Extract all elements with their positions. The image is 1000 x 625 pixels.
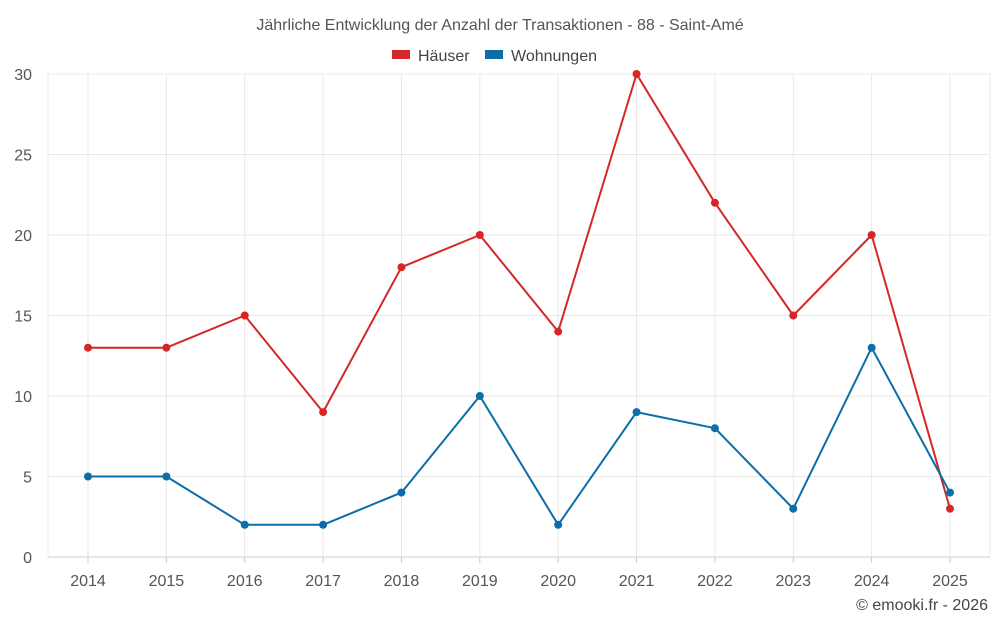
grid	[47, 73, 991, 558]
data-point[interactable]	[632, 70, 641, 78]
data-point[interactable]	[84, 343, 92, 352]
x-tick-label: 2019	[462, 573, 498, 590]
series-line	[88, 73, 951, 509]
data-point[interactable]	[162, 343, 171, 352]
data-point[interactable]	[946, 504, 954, 513]
data-point[interactable]	[397, 488, 406, 497]
data-point[interactable]	[319, 408, 328, 417]
series-2	[84, 343, 954, 529]
data-point[interactable]	[554, 327, 563, 336]
chart-title: Jährliche Entwicklung der Anzahl der Tra…	[256, 17, 743, 34]
series-1	[84, 70, 954, 513]
x-tick-label: 2024	[854, 573, 890, 590]
x-tick-label: 2016	[227, 573, 263, 590]
data-point[interactable]	[240, 520, 249, 529]
data-point[interactable]	[789, 504, 798, 513]
y-tick-label: 10	[14, 389, 32, 406]
y-axis: 0 5 10 15 20 25 30	[14, 67, 32, 567]
data-point[interactable]	[632, 408, 641, 417]
series-line	[88, 346, 951, 526]
y-tick-label: 20	[14, 228, 32, 245]
data-point[interactable]	[946, 488, 954, 497]
x-tick-label: 2022	[697, 573, 733, 590]
legend-label: Wohnungen	[511, 48, 597, 65]
legend-item[interactable]: Wohnungen	[485, 48, 597, 65]
series-group	[84, 70, 954, 529]
x-tick-label: 2018	[384, 573, 420, 590]
x-tick-label: 2017	[305, 573, 341, 590]
data-point[interactable]	[867, 231, 876, 239]
data-point[interactable]	[710, 198, 719, 207]
legend-swatch	[485, 50, 503, 59]
legend-swatch	[392, 50, 410, 59]
x-tick-label: 2025	[932, 573, 968, 590]
legend-label: Häuser	[418, 48, 470, 65]
data-point[interactable]	[162, 472, 171, 481]
y-tick-label: 25	[14, 148, 32, 165]
x-tick-label: 2015	[149, 573, 185, 590]
y-tick-label: 0	[23, 550, 32, 567]
data-point[interactable]	[867, 343, 876, 352]
x-tick-label: 2014	[70, 573, 106, 590]
y-tick-label: 5	[23, 470, 32, 487]
x-axis: 2014 2015 2016 2017 2018 2019 2020 2021 2022 2023…	[70, 557, 968, 590]
data-point[interactable]	[475, 231, 484, 239]
data-point[interactable]	[240, 311, 249, 320]
x-tick-label: 2023	[775, 573, 811, 590]
data-point[interactable]	[710, 424, 719, 433]
data-point[interactable]	[397, 263, 406, 272]
data-point[interactable]	[789, 311, 798, 320]
y-tick-label: 15	[14, 309, 32, 326]
data-point[interactable]	[475, 392, 484, 400]
legend-item[interactable]: Häuser	[392, 48, 470, 65]
data-point[interactable]	[554, 520, 563, 529]
legend: Häuser Wohnungen	[392, 48, 597, 65]
x-tick-label: 2020	[540, 573, 576, 590]
credit-text: © emooki.fr - 2026	[856, 597, 988, 614]
data-point[interactable]	[319, 520, 328, 529]
x-tick-label: 2021	[619, 573, 655, 590]
y-tick-label: 30	[14, 67, 32, 84]
data-point[interactable]	[84, 472, 92, 481]
